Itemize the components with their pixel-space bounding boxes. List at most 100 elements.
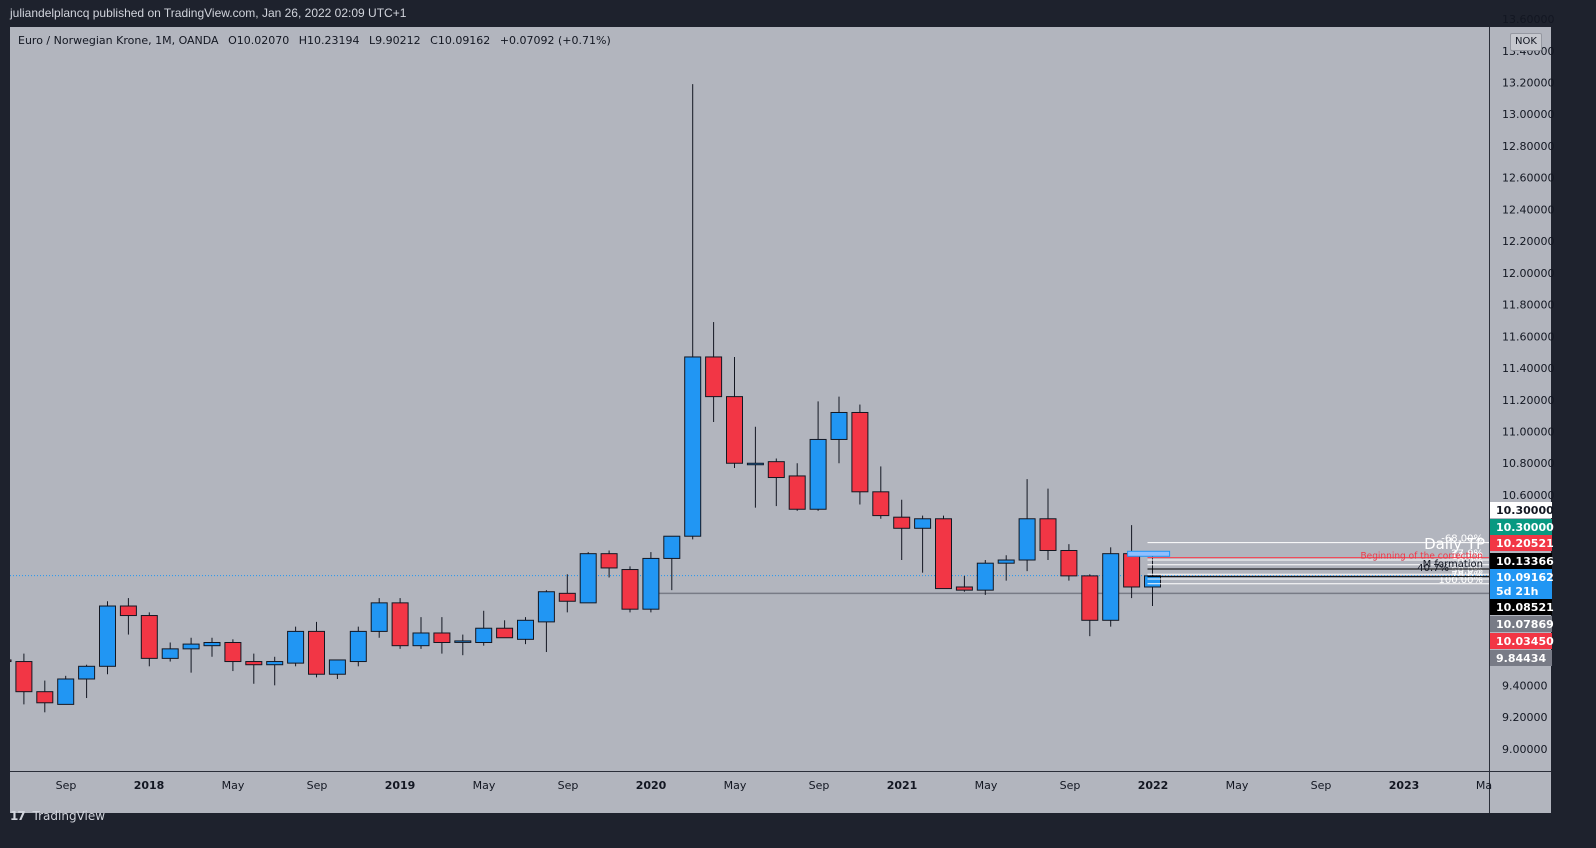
legend-high: H10.23194 — [298, 34, 360, 47]
fib-level-label: 0.0% — [1458, 556, 1483, 567]
candle-body — [579, 553, 597, 604]
candle-body — [872, 491, 890, 517]
fib-40-label: 40.7% — [1417, 563, 1449, 574]
candle-body — [119, 605, 137, 617]
candle-body — [1039, 518, 1057, 551]
candle-body — [1102, 553, 1120, 621]
price-badge-label: 10.09162 — [1496, 571, 1554, 584]
candle-body — [454, 640, 472, 643]
currency-button[interactable]: NOK — [1510, 33, 1542, 51]
candle-body — [496, 627, 514, 639]
candle-body — [1018, 518, 1036, 561]
price-tick: 11.80000 — [1502, 299, 1555, 312]
price-tick: 12.80000 — [1502, 140, 1555, 153]
candle-body — [1123, 553, 1141, 588]
price-badge-label: 10.07869 — [1496, 618, 1554, 631]
time-tick: Sep — [307, 779, 328, 792]
price-tick: 9.20000 — [1502, 711, 1548, 724]
time-tick: 2018 — [134, 779, 165, 792]
candle-body — [161, 648, 179, 659]
tradingview-footer[interactable]: 17 TradingView — [10, 807, 105, 825]
candle-body — [308, 630, 325, 675]
time-tick: May — [473, 779, 496, 792]
price-badge-label: 10.08521 — [1496, 601, 1554, 614]
candle-body — [997, 559, 1015, 564]
price-tick: 12.00000 — [1502, 267, 1555, 280]
price-tick: 10.60000 — [1502, 489, 1555, 502]
price-tick: 13.60000 — [1502, 13, 1555, 26]
legend-close: C10.09162 — [430, 34, 491, 47]
candle-body — [287, 630, 305, 664]
price-badge — [1490, 535, 1552, 551]
price-tick: 10.80000 — [1502, 457, 1555, 470]
candle-body — [705, 356, 723, 398]
tradingview-logo-icon: 17 — [10, 809, 26, 823]
candle-body — [955, 586, 973, 591]
time-tick: Sep — [558, 779, 579, 792]
time-tick: May — [975, 779, 998, 792]
time-tick: Sep — [809, 779, 830, 792]
candle-body — [1144, 575, 1161, 588]
price-badge — [1490, 583, 1552, 599]
time-tick: Sep — [1060, 779, 1081, 792]
candle-body — [245, 661, 263, 666]
candle-body — [788, 475, 806, 510]
fib-level-label: 10.0% — [1451, 551, 1483, 562]
publish-header: juliandelplancq published on TradingView… — [0, 0, 1596, 27]
candle-body — [10, 659, 12, 663]
fib-level-label: 78.6% — [1451, 570, 1483, 581]
price-badge — [1490, 553, 1552, 569]
price-badge-label: 5d 21h — [1496, 585, 1539, 598]
candle-body — [746, 462, 764, 466]
candle-body — [266, 661, 284, 666]
symbol-title: Euro / Norwegian Krone, 1M, OANDA — [18, 34, 219, 47]
price-badge — [1490, 502, 1552, 518]
price-tick: 11.60000 — [1502, 330, 1555, 343]
candle-body — [914, 518, 932, 529]
time-tick: Sep — [1311, 779, 1332, 792]
time-tick: 2023 — [1389, 779, 1420, 792]
price-badge-label: 10.13366 — [1496, 555, 1554, 568]
price-badge — [1490, 519, 1552, 535]
candle-body — [203, 642, 221, 647]
correction-label: Beginning of the correction — [1360, 551, 1483, 561]
candle-body — [558, 592, 576, 602]
candle-body — [349, 630, 367, 663]
daily-tp-box — [1127, 550, 1171, 557]
price-tick: 13.00000 — [1502, 108, 1555, 121]
price-tick: 12.40000 — [1502, 203, 1555, 216]
candle-body — [621, 569, 639, 610]
time-tick: May — [1226, 779, 1249, 792]
candle-body — [976, 562, 994, 591]
daily-tp-label: Daily TP — [1424, 535, 1485, 553]
candle-body — [684, 356, 702, 537]
price-badge-label: 10.30000 — [1496, 504, 1554, 517]
candle-body — [1060, 549, 1078, 577]
chart-pane[interactable] — [10, 27, 1551, 813]
candle-body — [767, 461, 785, 479]
candle-body — [370, 602, 388, 632]
candle-body — [224, 642, 242, 663]
m-formation-label: M formation — [1423, 559, 1483, 570]
candle-body — [182, 643, 200, 650]
candle-body — [328, 659, 346, 675]
candle-body — [99, 605, 116, 667]
candle-body — [537, 591, 555, 623]
candle-body — [36, 691, 54, 704]
price-scale-divider — [1489, 27, 1490, 813]
price-tick: 9.40000 — [1502, 679, 1548, 692]
candle-body — [809, 438, 827, 510]
candle-body — [412, 632, 430, 647]
candle-body — [893, 516, 911, 529]
symbol-legend[interactable]: Euro / Norwegian Krone, 1M, OANDA O10.02… — [18, 34, 617, 47]
price-badge-label: 9.84434 — [1496, 652, 1546, 665]
price-badge — [1490, 650, 1552, 666]
time-tick: May — [222, 779, 245, 792]
candle-body — [57, 678, 75, 705]
candle-body — [642, 557, 660, 610]
price-badge — [1490, 616, 1552, 632]
price-tick: 11.20000 — [1502, 394, 1555, 407]
time-tick: May — [724, 779, 747, 792]
candle-body — [475, 627, 493, 644]
